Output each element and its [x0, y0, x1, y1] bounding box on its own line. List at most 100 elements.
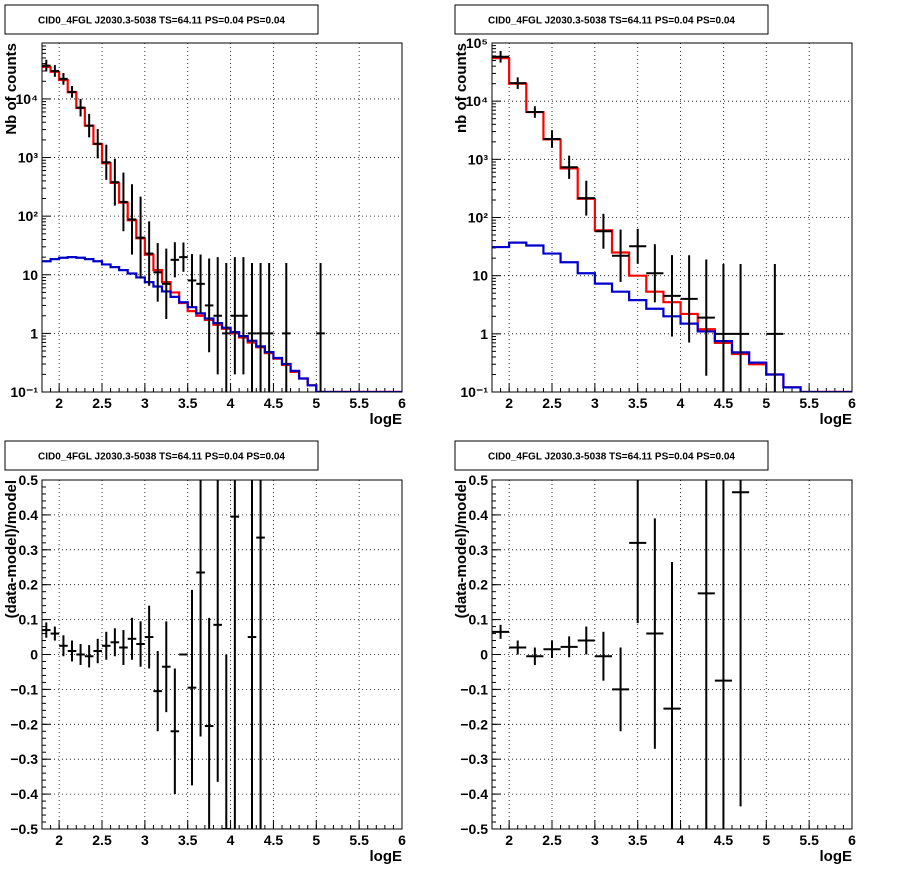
y-tick-label: −0.1 [10, 681, 38, 697]
data-point [629, 228, 647, 264]
residual-point [612, 647, 630, 732]
residual-point [247, 480, 257, 829]
residual-point [492, 624, 510, 639]
y-tick-label: 0 [30, 647, 38, 663]
y-tick-label: 1 [480, 326, 488, 342]
data-point [102, 144, 111, 180]
residual-point [629, 480, 647, 624]
plot-area [42, 59, 402, 392]
x-tick-label: 2 [505, 395, 513, 411]
residual-point [204, 617, 214, 829]
y-tick-label: −0.2 [460, 716, 488, 732]
data-point [84, 113, 94, 138]
residual-point [102, 631, 111, 660]
y-tick-label: 0.2 [19, 577, 39, 593]
data-point [170, 242, 180, 278]
data-point [222, 263, 231, 392]
residual-point [560, 636, 578, 658]
data-point [50, 65, 60, 77]
plot-area [492, 50, 852, 392]
residual-point [196, 480, 205, 737]
residual-point [509, 640, 527, 655]
data-point [59, 72, 68, 85]
data-point [697, 259, 715, 376]
residual-point [67, 640, 77, 662]
data-point [526, 106, 544, 118]
x-tick-label: 4.5 [264, 395, 284, 411]
y-tick-label: −0.3 [460, 751, 488, 767]
x-tick-label: 5 [312, 395, 320, 411]
y-tick-label: 0.2 [469, 577, 489, 593]
chart-title: CID0_4FGL J2030.3-5038 TS=64.11 PS=0.04 … [488, 16, 735, 27]
y-axis-label: nb of counts [453, 43, 470, 133]
x-tick-label: 3.5 [178, 832, 198, 848]
residual-point [256, 480, 265, 829]
data-point [577, 180, 595, 216]
x-axis-label: logE [820, 411, 853, 428]
chart-title: CID0_4FGL J2030.3-5038 TS=64.11 PS=0.04 … [488, 452, 735, 463]
residual-point [714, 480, 732, 829]
residual-point [577, 626, 595, 655]
residual-point [170, 668, 180, 795]
y-tick-label: 0.4 [19, 507, 39, 523]
y-tick-label: −0.2 [10, 716, 38, 732]
data-point [612, 229, 630, 282]
x-tick-label: 6 [848, 395, 856, 411]
y-tick-label: 0.1 [469, 612, 489, 628]
y-tick-label: −0.3 [10, 751, 38, 767]
data-point [179, 242, 188, 272]
data-point [492, 50, 510, 63]
x-tick-label: 5 [312, 832, 320, 848]
data-point [110, 158, 120, 206]
chart-panel-1: CID0_4FGL J2030.3-5038 TS=64.11 PS=0.04 … [3, 4, 406, 428]
data-point [646, 244, 664, 303]
y-tick-label: −0.5 [460, 821, 488, 837]
data-point [594, 213, 612, 249]
x-tick-label: 2 [505, 832, 513, 848]
data-point [680, 255, 698, 343]
plot-frame [491, 42, 853, 393]
data-point [264, 263, 274, 392]
data-point [162, 248, 171, 320]
residual-point [153, 651, 162, 732]
data-point [316, 263, 325, 392]
x-tick-label: 3.5 [628, 832, 648, 848]
residual-point [222, 654, 231, 829]
x-tick-label: 4.5 [714, 832, 734, 848]
residual-point [543, 640, 561, 658]
y-tick-label: 10 [472, 268, 488, 284]
x-tick-label: 3 [141, 395, 149, 411]
residual-point [663, 562, 681, 829]
residual-point [136, 621, 145, 667]
x-tick-label: 2.5 [542, 832, 562, 848]
residual-point [213, 480, 222, 782]
x-tick-label: 6 [398, 832, 406, 848]
chart-title: CID0_4FGL J2030.3-5038 TS=64.11 PS=0.04 … [38, 452, 285, 463]
data-point [67, 86, 77, 98]
y-tick-label: 10⁻¹ [10, 384, 38, 400]
x-tick-label: 4.5 [714, 395, 734, 411]
y-tick-label: −0.4 [460, 786, 488, 802]
y-axis-label: Nb of counts [3, 43, 20, 135]
chart-title-box [4, 4, 319, 35]
residual-point [230, 480, 240, 829]
data-point [282, 263, 291, 392]
y-tick-label: 1 [30, 325, 38, 341]
x-tick-label: 2 [55, 832, 63, 848]
x-tick-label: 4 [677, 832, 685, 848]
data-point [766, 264, 784, 392]
data-point [230, 257, 240, 375]
chart-title: CID0_4FGL J2030.3-5038 TS=64.11 PS=0.04 … [38, 16, 285, 27]
data-point [127, 184, 137, 255]
chart-title-box [4, 440, 319, 471]
chart-panel-3: CID0_4FGL J2030.3-5038 TS=64.11 PS=0.04 … [3, 440, 406, 865]
data-point [732, 264, 750, 392]
residual-point [646, 518, 664, 749]
data-point [153, 243, 162, 302]
y-tick-label: 10⁴ [16, 91, 39, 107]
residual-point [59, 635, 68, 657]
y-axis-label: (data-model)/model [453, 480, 470, 618]
residual-point [50, 626, 60, 641]
residual-point [127, 617, 137, 660]
